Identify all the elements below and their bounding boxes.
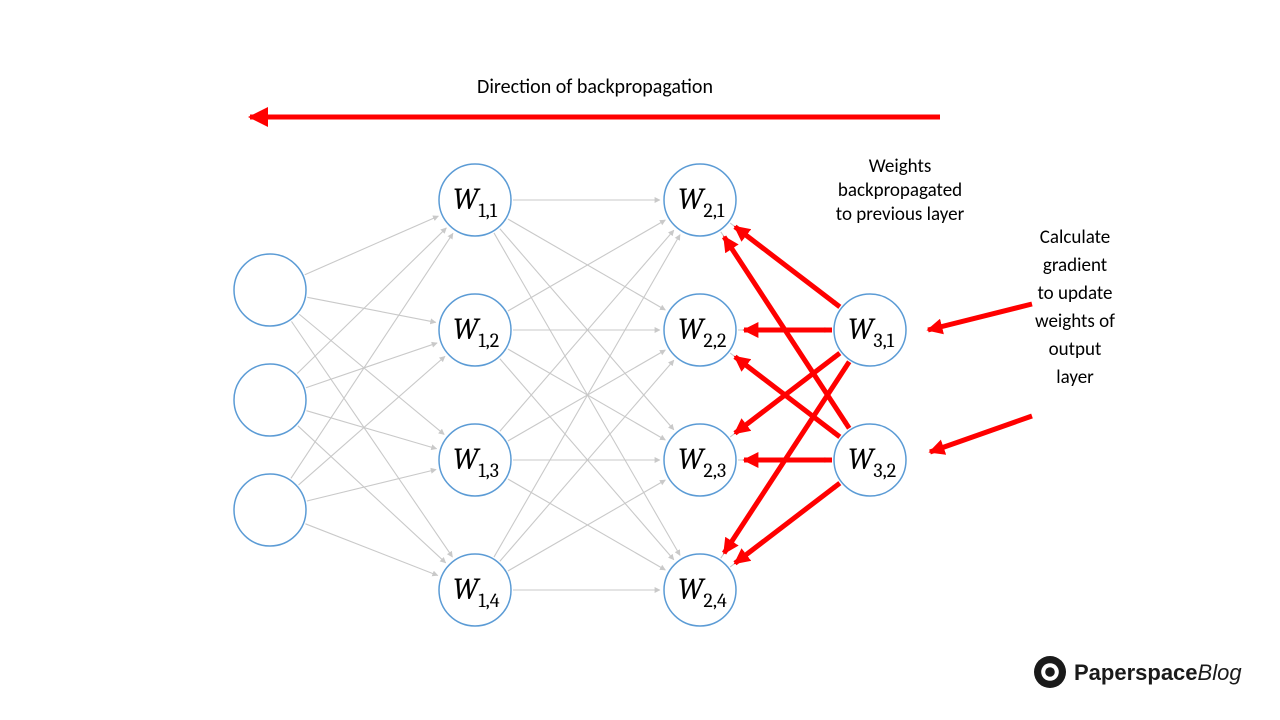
node-layer3-n1: W3,2 [834, 424, 906, 496]
node-layer3-n0: W3,1 [834, 294, 906, 366]
node-layer2-n2: W2,3 [664, 424, 736, 496]
node-layer1-n3: W1,4 [439, 554, 511, 626]
node-layer0-n0 [234, 254, 306, 326]
node-layer1-n0: W1,1 [439, 164, 511, 236]
forward-edges [291, 200, 848, 590]
nodes: W1,1 W1,2 W1,3 W1,4 W2,1 W2,2 W2,3 W2,4 W3,1 W3,2 [234, 164, 906, 626]
gradient-arrow-0 [928, 304, 1032, 330]
node-layer0-n2 [234, 474, 306, 546]
node-layer0-n1 [234, 364, 306, 436]
paperspace-logo: PaperspaceBlog [1034, 656, 1242, 688]
backprop-direction-label: Direction of backpropagation [477, 75, 713, 99]
annotation-calc-gradient: Calculategradientto updateweights ofoutp… [1035, 226, 1115, 389]
logo-text: PaperspaceBlog [1074, 660, 1242, 685]
node-layer2-n0: W2,1 [664, 164, 736, 236]
gradient-arrow-1 [930, 416, 1032, 452]
backprop-edges [724, 227, 849, 564]
node-layer2-n1: W2,2 [664, 294, 736, 366]
node-layer1-n2: W1,3 [439, 424, 511, 496]
annotation-weights-backprop: Weightsbackpropagatedto previous layer [836, 155, 965, 226]
node-layer2-n3: W2,4 [664, 554, 736, 626]
node-layer1-n1: W1,2 [439, 294, 511, 366]
